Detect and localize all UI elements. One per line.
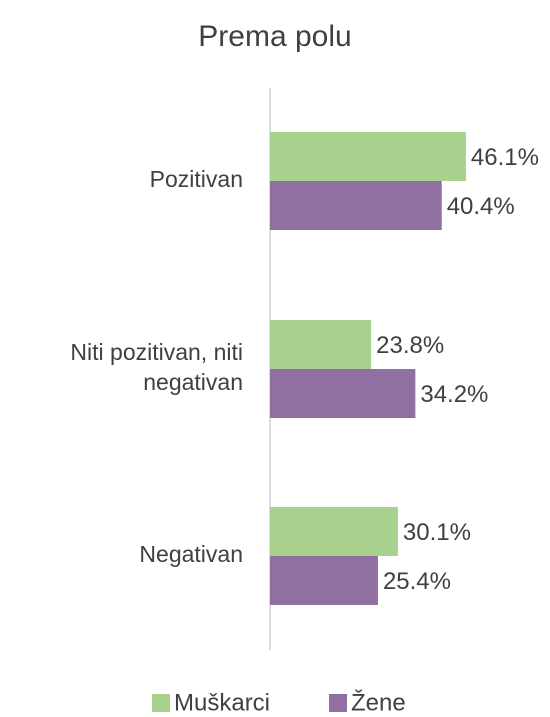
legend-label: Muškarci: [174, 689, 270, 716]
data-label: 46.1%: [471, 144, 539, 171]
data-label: 30.1%: [403, 519, 471, 546]
bar: [270, 369, 416, 418]
y-tick-label: Negativan: [139, 541, 243, 567]
legend-swatch: [152, 694, 170, 712]
bar: [270, 132, 466, 181]
legend-swatch: [329, 694, 347, 712]
y-tick-label: Niti pozitivan, niti negativan: [70, 339, 243, 395]
data-label: 40.4%: [447, 193, 515, 220]
bar: [270, 181, 442, 230]
data-label: 23.8%: [376, 332, 444, 359]
chart-title: Prema polu: [198, 20, 351, 53]
bar: [270, 556, 378, 605]
bar: [270, 320, 372, 369]
data-label: 25.4%: [383, 568, 451, 595]
data-label: 34.2%: [420, 381, 488, 408]
y-tick-label: Pozitivan: [150, 166, 243, 192]
legend-label: Žene: [351, 689, 406, 716]
bar: [270, 507, 398, 556]
